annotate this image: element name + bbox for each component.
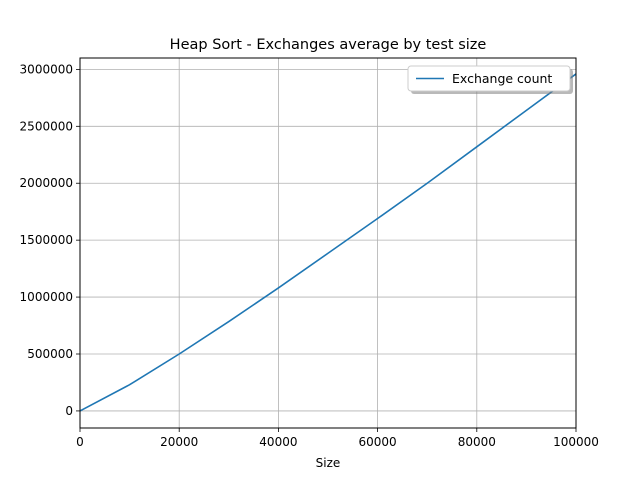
chart-title: Heap Sort - Exchanges average by test si… (170, 37, 487, 53)
x-tick-label: 20000 (160, 435, 198, 449)
legend-box (407, 65, 571, 92)
y-tick-label: 0 (65, 404, 73, 418)
y-tick-label: 3000000 (20, 62, 73, 76)
x-tick-label: 80000 (458, 435, 496, 449)
y-axis: 0 500000 1000000 1500000 2000000 2500000 30000… (20, 62, 80, 418)
x-axis: 0 20000 40000 60000 80000 100000 (76, 428, 599, 449)
plot-frame (79, 57, 577, 429)
series-line-exchange-count (79, 73, 577, 412)
x-axis-label: Size (316, 456, 341, 470)
y-tick-label: 2000000 (20, 176, 73, 190)
y-tick-label: 500000 (27, 347, 73, 361)
x-tick-label: 0 (76, 435, 84, 449)
series-layer (79, 73, 577, 412)
x-tick-label: 100000 (553, 435, 599, 449)
x-tick-label: 40000 (259, 435, 297, 449)
legend: Exchange count (407, 65, 573, 94)
y-tick-label: 1000000 (20, 290, 73, 304)
x-tick-label: 60000 (359, 435, 397, 449)
y-tick-label: 2500000 (20, 119, 73, 133)
grid (79, 58, 577, 428)
y-tick-label: 1500000 (20, 233, 73, 247)
legend-label-exchange-count: Exchange count (452, 71, 552, 86)
